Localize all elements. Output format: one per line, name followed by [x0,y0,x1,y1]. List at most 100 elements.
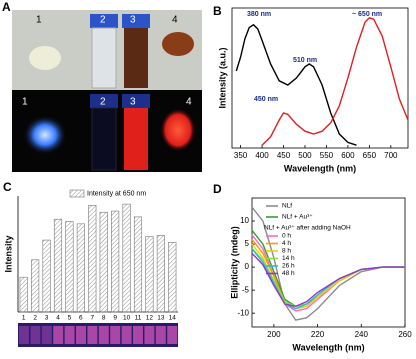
annotation: 510 nm [293,57,317,64]
strip-cell [41,326,52,344]
powder-4 [162,32,194,56]
x-axis-label: Wavelength (nm) [292,342,364,352]
legend-label: 14 h [282,255,295,262]
bar [31,259,40,313]
bar [145,236,154,313]
bar [53,218,63,313]
strip-cell [121,326,132,344]
photo-label: 3 [130,97,136,108]
legend-label: Intensity at 650 nm [87,190,146,197]
legend-swatch [69,189,85,198]
vial-cap-3b [122,94,150,108]
y-tick-label: 5 [245,239,250,248]
x-tick-label: 14 [169,315,177,322]
strip-cell [19,326,29,344]
strip-cell [87,326,98,344]
x-tick-label: 10 [123,315,131,322]
bar [19,276,28,313]
legend-label: 4 h [282,240,291,247]
series-line [251,229,405,308]
bar [111,210,120,313]
panel-label: C [3,180,12,194]
plot-frame [231,7,409,149]
x-tick-label: 200 [267,330,281,339]
legend-label: 48 h [282,270,295,277]
annotation: 380 nm [247,11,271,18]
x-tick-label: 6 [79,315,83,322]
glow-1 [23,115,67,155]
strip-cell [144,326,155,344]
strip-cell [76,326,86,344]
legend-label: 8 h [282,248,291,255]
panel-label: B [213,4,222,18]
x-tick-label: 260 [398,330,412,339]
photo-label: 4 [186,97,192,108]
annotation: 450 nm [254,96,278,103]
x-tick-label: 400 [255,151,269,160]
y-tick-label: -10 [237,308,249,317]
x-tick-label: 1 [22,315,26,322]
bar [99,211,108,313]
series-line [261,17,409,146]
photo-label: 4 [172,15,178,26]
legend-label: 26 h [282,263,295,270]
plot-frame [251,197,406,328]
series-line [251,206,405,321]
x-tick-label: 4 [56,315,60,322]
x-tick-label: 2 [33,315,37,322]
photo-label: 1 [36,15,42,26]
vial-cap-2b [90,94,118,108]
x-tick-label: 220 [311,330,325,339]
bar [76,223,85,313]
x-tick-label: 600 [341,151,355,160]
legend-label: NLf + Au³⁺ [282,214,313,221]
strip-cell [133,326,143,344]
photo-label: 3 [130,15,136,26]
x-tick-label: 11 [135,315,142,322]
bar [122,203,131,313]
vial-cap-3 [122,14,150,28]
series-line [235,23,357,146]
vial-3b [124,108,148,170]
strip-cell [167,326,178,344]
x-axis-label: Wavelength (nm) [284,163,356,173]
strip-cell [53,326,64,344]
strip-cell [98,326,109,344]
strip-cell [64,326,75,344]
strip-cell [155,326,166,344]
x-tick-label: 650 [363,151,377,160]
y-tick-label: 10 [240,216,249,225]
legend-title: NLf + Au³⁺ after adding NaOH [264,225,351,232]
series-line [251,243,405,310]
photo-label: 2 [100,97,106,108]
vial-3 [124,28,148,88]
x-tick-label: 3 [45,315,49,322]
x-tick-label: 240 [355,330,369,339]
y-tick-label: -5 [242,285,250,294]
bar [88,204,97,313]
bar [133,216,143,313]
glow-4 [160,108,196,152]
vial-2 [91,27,117,89]
panel-label: D [213,182,222,196]
x-tick-label: 13 [157,315,165,322]
powder-1 [29,46,61,70]
vial-cap-2 [90,14,118,28]
photo-panel [12,10,202,172]
strip-cell [110,326,121,344]
x-tick-label: 700 [384,151,398,160]
photo-label: 2 [100,15,106,26]
bar [65,221,74,313]
x-tick-label: 5 [68,315,72,322]
y-axis-label: Intensity [3,235,13,272]
x-tick-label: 450 [277,151,291,160]
x-tick-label: 350 [234,151,248,160]
x-tick-label: 500 [298,151,312,160]
bar [168,242,177,313]
y-tick-label: 0 [245,262,250,271]
strip-cell [30,326,41,344]
annotation: ~ 650 nm [352,11,382,18]
x-tick-label: 8 [102,315,106,322]
series-line [251,252,405,308]
